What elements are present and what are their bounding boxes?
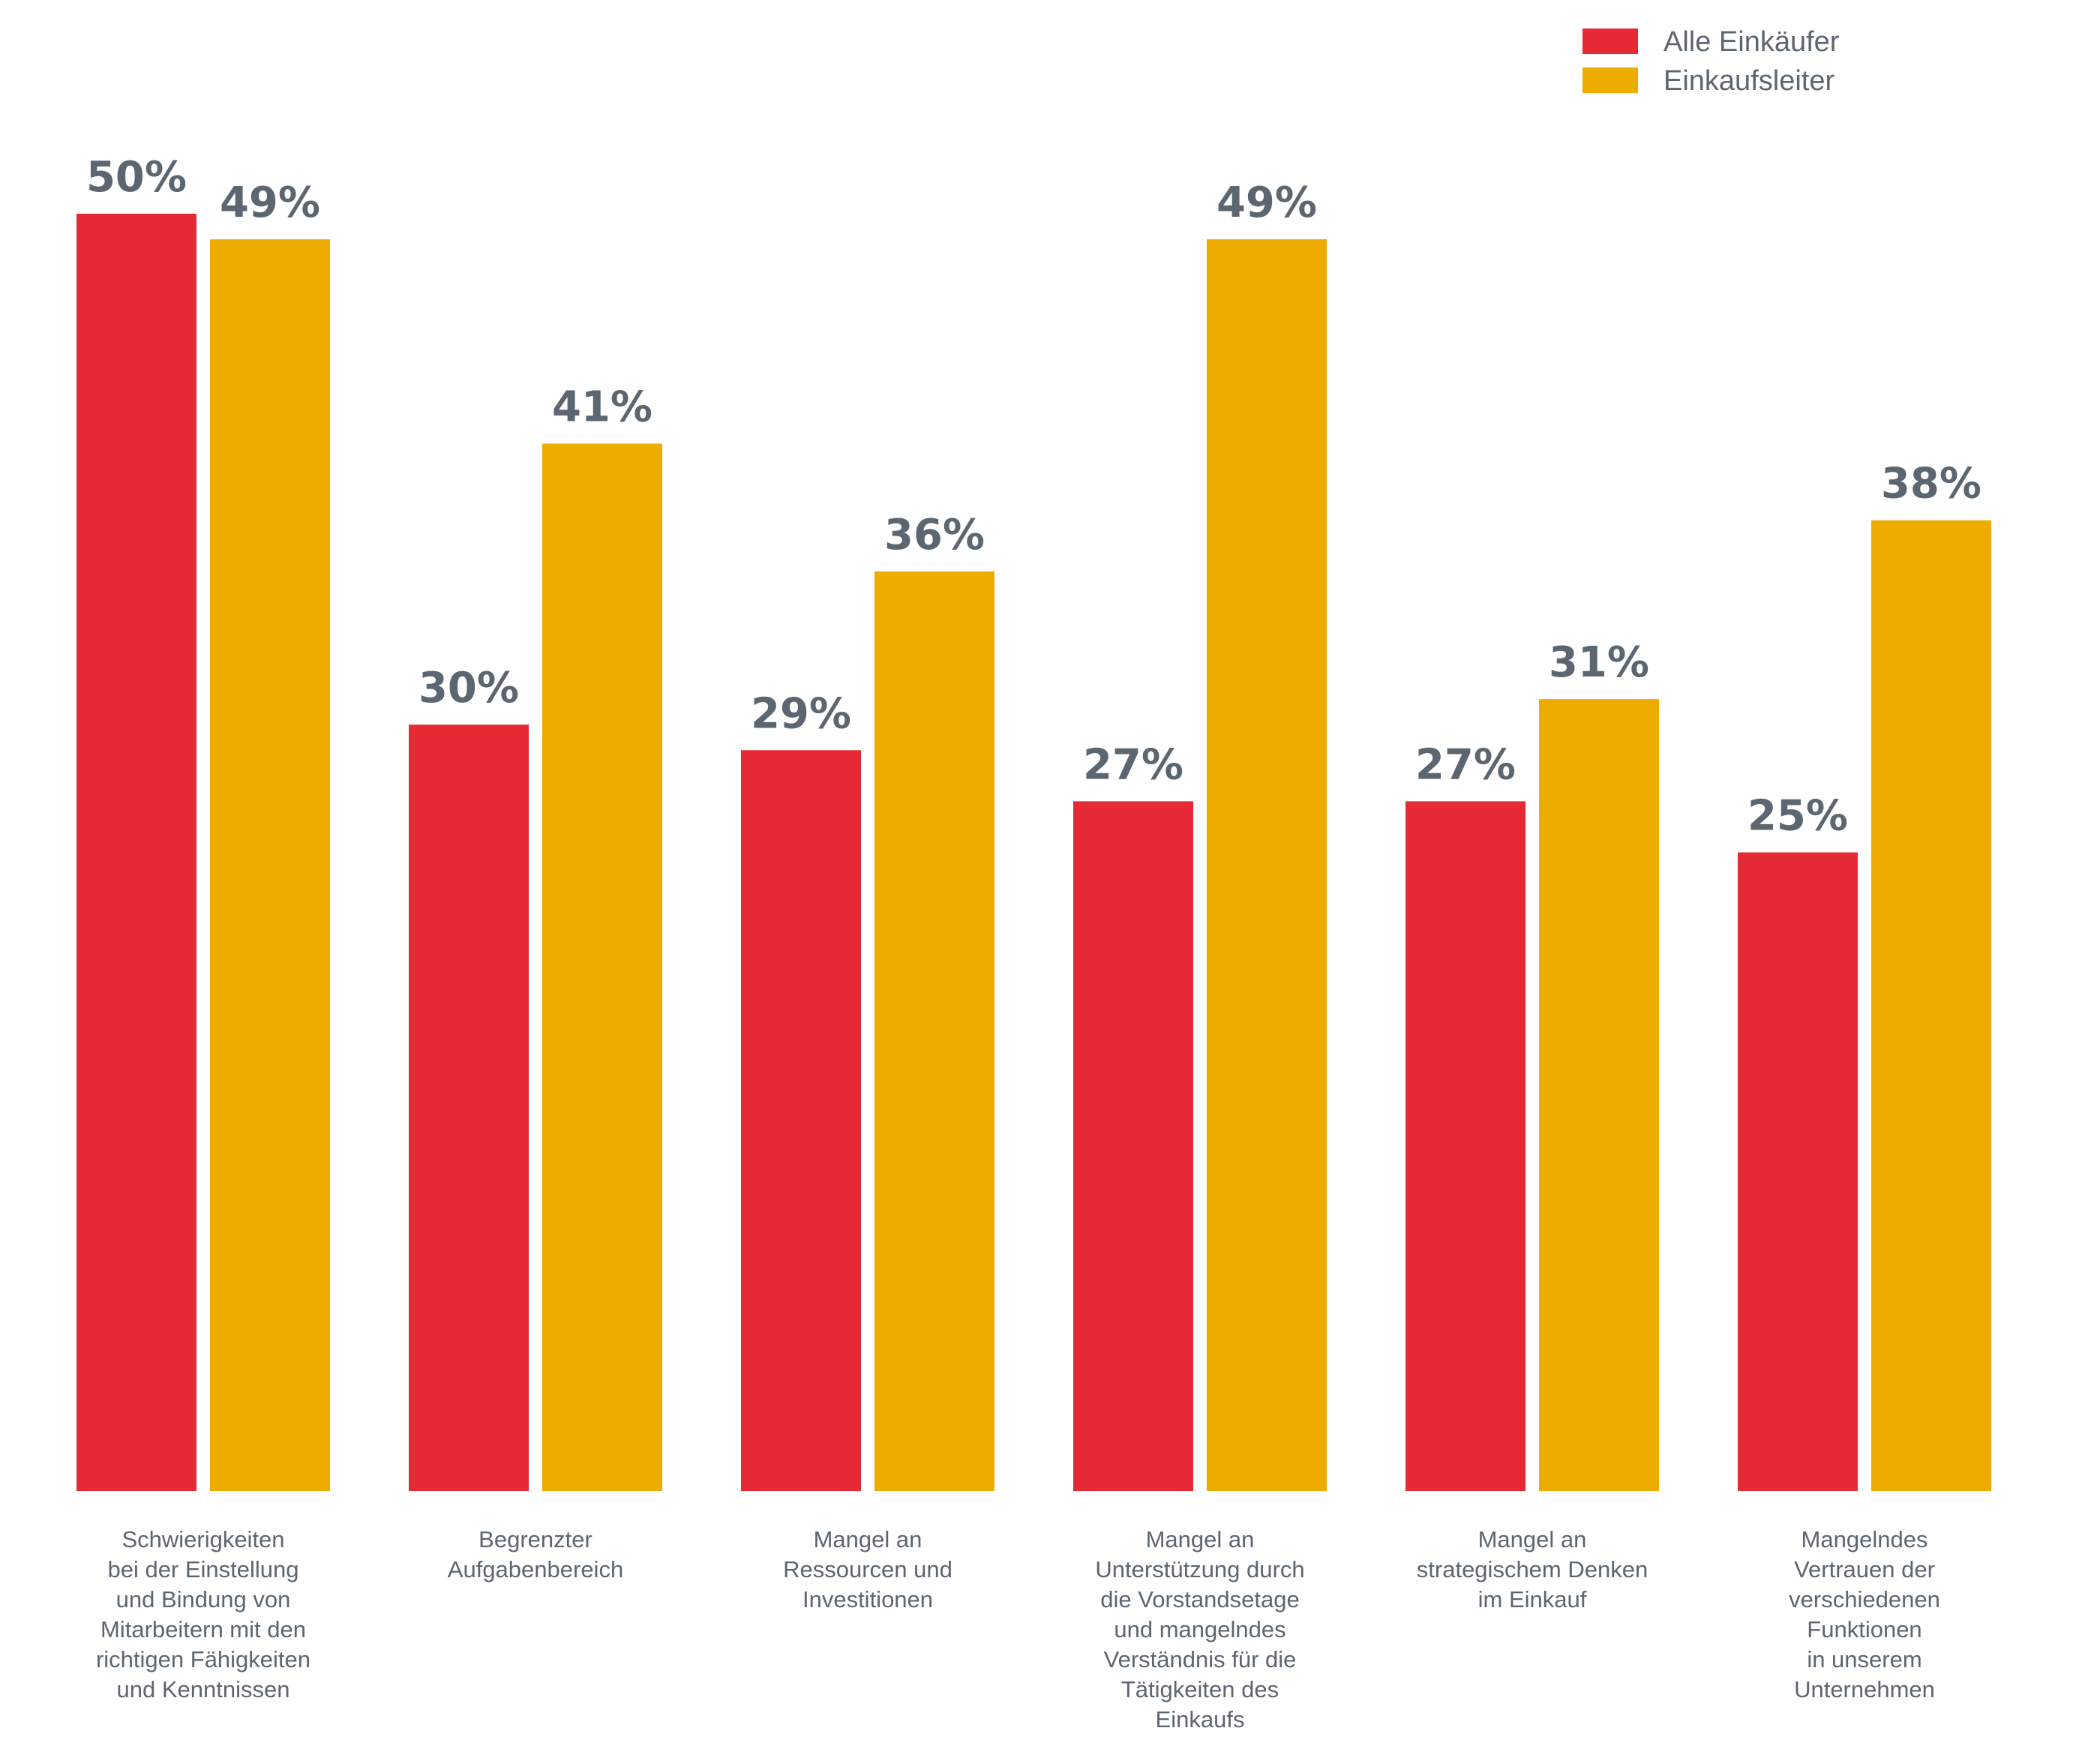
value-label-einkaufsleiter-3: 36% <box>884 511 985 560</box>
legend-label-einkaufsleiter: Einkaufsleiter <box>1664 65 1834 97</box>
bar-einkaufsleiter-6 <box>1871 520 1991 1491</box>
category-label-5: Mangel an strategischem Denken im Einkauf <box>1417 1526 1648 1612</box>
bar-alle-einkaeufer-4 <box>1073 801 1193 1491</box>
value-label-alle-einkaeufer-6: 25% <box>1748 792 1848 841</box>
value-label-alle-einkaeufer-1: 50% <box>86 153 187 202</box>
bar-einkaufsleiter-4 <box>1207 239 1327 1491</box>
category-label-3: Mangel an Ressourcen und Investitionen <box>783 1526 952 1612</box>
bar-alle-einkaeufer-6 <box>1738 852 1858 1491</box>
category-labels-group: Schwierigkeiten bei der Einstellung und Bi… <box>96 1526 1940 1732</box>
bar-einkaufsleiter-3 <box>874 571 994 1491</box>
value-label-einkaufsleiter-2: 41% <box>552 383 652 432</box>
value-label-alle-einkaeufer-3: 29% <box>751 689 851 738</box>
bar-alle-einkaeufer-2 <box>409 724 529 1491</box>
legend-swatch-alle-einkaeufer <box>1582 28 1638 54</box>
category-label-6: Mangelndes Vertrauen der verschiedenen Funk… <box>1789 1526 1940 1702</box>
bar-alle-einkaeufer-5 <box>1406 801 1526 1491</box>
bar-einkaufsleiter-5 <box>1539 699 1659 1491</box>
bar-alle-einkaeufer-1 <box>76 214 196 1491</box>
category-label-4: Mangel an Unterstützung durch die Vorstand… <box>1095 1526 1304 1732</box>
legend: Alle Einkäufer Einkaufsleiter <box>1582 26 1840 97</box>
bars-group <box>76 214 1991 1491</box>
value-label-alle-einkaeufer-5: 27% <box>1415 740 1516 789</box>
value-labels-group: 50% 49% 30% 41% 29% 36% 27% 49% 27% 31% 25% 38% <box>86 153 1982 841</box>
value-label-einkaufsleiter-6: 38% <box>1881 460 1982 508</box>
value-label-einkaufsleiter-5: 31% <box>1549 638 1649 687</box>
value-label-einkaufsleiter-1: 49% <box>220 178 320 227</box>
bar-alle-einkaeufer-3 <box>741 750 861 1491</box>
bar-einkaufsleiter-2 <box>542 443 662 1491</box>
category-label-2: Begrenzter Aufgabenbereich <box>448 1526 623 1582</box>
category-label-1: Schwierigkeiten bei der Einstellung und Bi… <box>96 1526 310 1702</box>
legend-swatch-einkaufsleiter <box>1582 68 1638 93</box>
value-label-einkaufsleiter-4: 49% <box>1216 178 1317 227</box>
legend-label-alle-einkaeufer: Alle Einkäufer <box>1664 26 1840 58</box>
value-label-alle-einkaeufer-2: 30% <box>418 664 519 712</box>
value-label-alle-einkaeufer-4: 27% <box>1083 740 1184 789</box>
bar-einkaufsleiter-1 <box>210 239 330 1491</box>
